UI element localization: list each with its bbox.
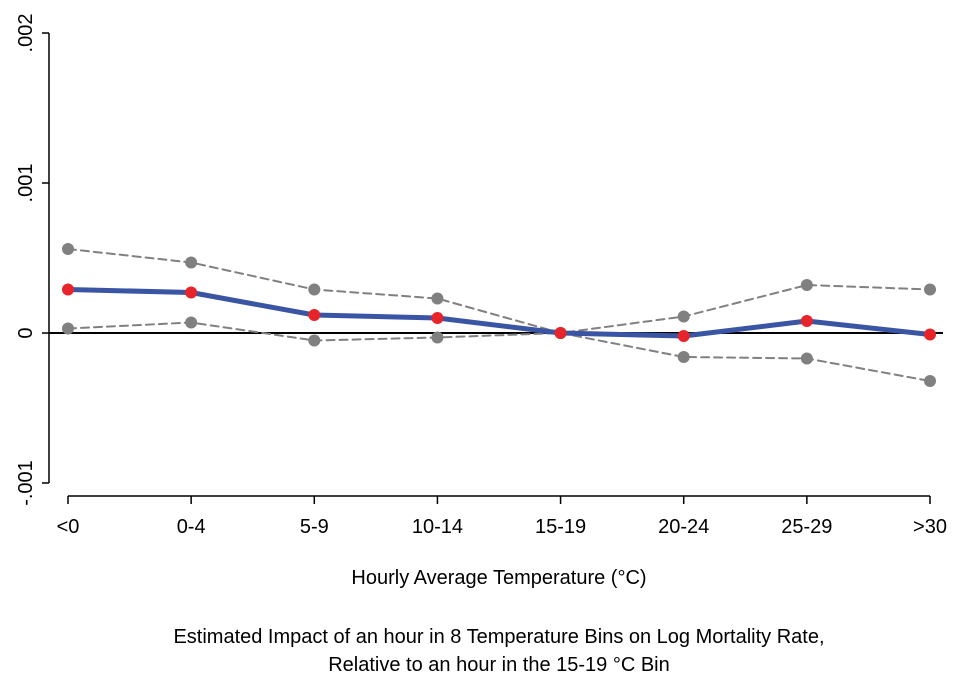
lower-bound-point [62, 322, 74, 335]
y-tick-label: 0 [15, 327, 37, 338]
lower-bound-point [185, 316, 198, 329]
x-axis-title: Hourly Average Temperature (°C) [351, 567, 646, 589]
lower-bound-line [67, 321, 931, 382]
x-tick-label: <0 [57, 516, 80, 538]
plot-area: -.001 0 .001 .002 <0 0-4 5-9 10-14 15-19 20-24 25… [15, 14, 947, 538]
lower-bound-point [800, 352, 813, 365]
upper-bound-point [308, 283, 321, 296]
lower-bound-point [431, 331, 444, 344]
estimate-point [431, 312, 444, 324]
estimate-point [308, 309, 321, 321]
upper-bound-point [431, 292, 444, 305]
upper-bound-line [67, 248, 931, 334]
x-tick-label: >30 [913, 516, 947, 538]
estimate-point [800, 315, 813, 327]
x-tick-label: 20-24 [658, 516, 709, 538]
x-tick-label: 15-19 [535, 516, 586, 538]
upper-bound-point [677, 310, 690, 323]
estimate-point [677, 330, 690, 342]
x-tick-label: 0-4 [177, 516, 206, 538]
caption-line-1: Estimated Impact of an hour in 8 Tempera… [173, 626, 824, 648]
estimate-line [65, 287, 933, 339]
upper-bound-point [185, 256, 198, 269]
estimate-point [62, 283, 74, 296]
upper-bound-point [800, 279, 813, 291]
lower-bound-point [924, 375, 936, 387]
series-layer [62, 243, 936, 387]
estimate-point [924, 328, 936, 341]
x-axis-ticks: <0 0-4 5-9 10-14 15-19 20-24 25-29 >30 [57, 496, 947, 538]
y-tick-label: -.001 [15, 460, 37, 506]
x-tick-label: 10-14 [412, 516, 463, 538]
caption-line-2: Relative to an hour in the 15-19 °C Bin [328, 654, 670, 676]
estimate-point [185, 286, 198, 299]
y-tick-label: .001 [15, 164, 37, 203]
estimate-point [554, 327, 567, 339]
x-tick-label: 5-9 [300, 516, 329, 538]
upper-bound-point [924, 283, 936, 296]
y-axis-ticks: -.001 0 .001 .002 [15, 14, 49, 506]
lower-bound-point [677, 351, 690, 363]
upper-bound-point [62, 243, 74, 255]
lower-bound-point [308, 334, 321, 347]
x-tick-label: 25-29 [781, 516, 832, 538]
y-tick-label: .002 [15, 14, 37, 53]
